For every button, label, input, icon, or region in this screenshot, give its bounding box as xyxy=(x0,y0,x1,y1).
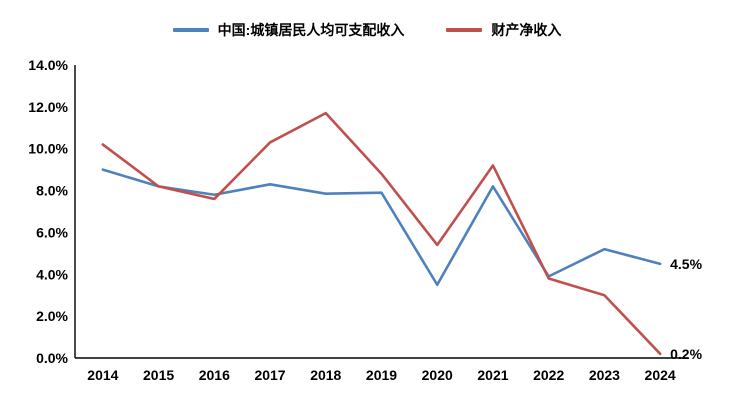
x-axis-tick-label: 2024 xyxy=(645,367,676,383)
x-axis-tick-label: 2015 xyxy=(143,367,174,383)
x-axis-tick-label: 2018 xyxy=(310,367,341,383)
series-line xyxy=(101,168,662,287)
series-end-label: 4.5% xyxy=(670,256,702,272)
legend-label: 中国:城镇居民人均可支配收入 xyxy=(217,22,405,38)
x-axis-tick-label: 2023 xyxy=(589,367,620,383)
x-axis-tick-label: 2021 xyxy=(477,367,508,383)
series-line xyxy=(101,111,662,356)
y-axis-tick-label: 2.0% xyxy=(36,308,68,324)
x-axis-tick-label: 2014 xyxy=(87,367,118,383)
y-axis-tick-label: 10.0% xyxy=(28,141,68,157)
legend-item: 中国:城镇居民人均可支配收入 xyxy=(172,20,405,40)
y-axis-tick-label: 8.0% xyxy=(36,183,68,199)
legend-line-swatch-icon xyxy=(172,28,209,32)
legend-label: 财产净收入 xyxy=(491,22,562,38)
x-axis-tick-label: 2019 xyxy=(366,367,397,383)
legend-line-swatch-icon xyxy=(446,28,483,32)
y-axis-tick-label: 4.0% xyxy=(36,266,68,282)
y-axis-tick-label: 14.0% xyxy=(28,57,68,73)
y-axis-tick-label: 6.0% xyxy=(36,224,68,240)
chart-legend: 中国:城镇居民人均可支配收入 财产净收入 xyxy=(0,20,734,40)
x-axis-tick-label: 2017 xyxy=(254,367,285,383)
x-axis-tick-label: 2020 xyxy=(422,367,453,383)
series-end-label: 0.2% xyxy=(670,346,702,362)
legend-item: 财产净收入 xyxy=(446,20,561,40)
y-axis-tick-label: 12.0% xyxy=(28,99,68,115)
x-axis-tick-label: 2022 xyxy=(533,367,564,383)
x-axis-tick-label: 2016 xyxy=(199,367,230,383)
y-axis-tick-label: 0.0% xyxy=(36,350,68,366)
